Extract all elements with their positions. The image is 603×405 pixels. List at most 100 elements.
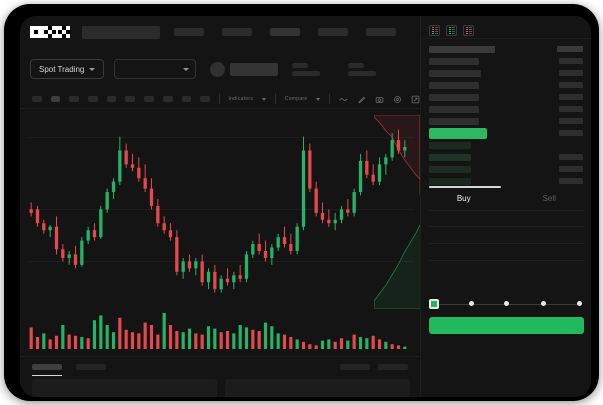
orderbook-ask-row[interactable] xyxy=(429,79,583,91)
timeframe-button[interactable] xyxy=(88,96,98,102)
total-field[interactable] xyxy=(429,244,584,261)
depth-chart-overlay xyxy=(374,115,420,309)
orderbook-both-icon[interactable] xyxy=(429,24,440,36)
toolbar-divider xyxy=(218,94,220,104)
tab-buy[interactable]: Buy xyxy=(456,194,471,203)
ticker-stat xyxy=(292,62,321,76)
timeframe-button[interactable] xyxy=(69,96,80,102)
orderbook-bid-row[interactable] xyxy=(429,139,583,151)
slider-step-dot[interactable] xyxy=(469,301,474,306)
tab-order-history[interactable] xyxy=(76,364,106,370)
ticker-stat xyxy=(348,62,377,76)
timeframe-button[interactable] xyxy=(125,96,136,102)
chevron-down-icon xyxy=(183,67,190,71)
stat-value xyxy=(348,70,377,76)
tab-sell[interactable]: Sell xyxy=(542,194,556,203)
slider-step-dot[interactable] xyxy=(577,301,582,306)
app-header xyxy=(20,16,591,48)
bottom-action-1[interactable] xyxy=(340,364,370,370)
device-bezel: Spot Trading xyxy=(4,4,599,401)
orderbook-ask-row[interactable] xyxy=(429,103,583,115)
chevron-down-icon[interactable] xyxy=(316,97,321,101)
stat-label xyxy=(348,62,365,68)
orders-placeholder-left xyxy=(32,379,217,397)
orders-placeholder-right xyxy=(225,379,410,397)
toolbar-divider xyxy=(275,94,276,104)
chevron-down-icon[interactable] xyxy=(262,97,267,101)
orderbook-bid-row[interactable] xyxy=(429,175,583,187)
last-price xyxy=(230,62,279,76)
gear-icon[interactable] xyxy=(393,94,402,104)
app-screen: Spot Trading xyxy=(20,16,591,397)
timeframe-button[interactable] xyxy=(200,96,210,102)
wave-icon[interactable] xyxy=(339,94,348,104)
pair-avatar xyxy=(210,61,226,77)
stat-label xyxy=(292,62,309,68)
orderbook-ask-row[interactable] xyxy=(429,91,583,103)
main-nav xyxy=(174,28,396,36)
timeframe-button[interactable] xyxy=(162,96,173,102)
candlestick-series xyxy=(29,129,407,293)
orderbook-ask-row[interactable] xyxy=(429,55,583,67)
timeframe-button[interactable] xyxy=(144,96,154,102)
orderbook-asks-icon[interactable] xyxy=(463,24,474,36)
sidebar-item-3[interactable] xyxy=(270,28,300,36)
orderbook-bids-icon[interactable] xyxy=(446,24,457,36)
logo-glyph-o xyxy=(30,26,42,38)
chart-toolbar: Indicators Compare xyxy=(20,90,420,108)
fullscreen-icon[interactable] xyxy=(411,94,420,104)
tab-open-orders[interactable] xyxy=(32,364,62,376)
market-mode-label: Spot Trading xyxy=(39,64,85,74)
slider-step-dot[interactable] xyxy=(504,301,509,306)
orderbook-layout-switcher xyxy=(421,16,591,38)
volume-histogram xyxy=(29,313,407,349)
amount-slider[interactable] xyxy=(429,299,584,309)
logo-glyph-k xyxy=(44,26,56,38)
sidebar-item-2[interactable] xyxy=(222,28,252,36)
okx-logo[interactable] xyxy=(30,26,70,38)
ticker-stats xyxy=(292,62,377,76)
logo-glyph-x xyxy=(58,26,70,38)
amount-field[interactable] xyxy=(429,227,584,244)
orderbook-ask-row[interactable] xyxy=(429,67,583,79)
right-column: Buy Sell xyxy=(420,16,591,397)
sidebar-item-1[interactable] xyxy=(174,28,204,36)
timeframe-button[interactable] xyxy=(106,96,117,102)
search-input[interactable] xyxy=(82,25,160,39)
timeframe-button[interactable] xyxy=(32,96,42,102)
compare-label[interactable]: Compare xyxy=(284,96,308,102)
bottom-action-2[interactable] xyxy=(378,364,408,370)
orderbook[interactable] xyxy=(421,38,591,187)
tab-label xyxy=(76,364,106,370)
orders-tabs xyxy=(20,357,420,376)
grid-line xyxy=(28,137,414,138)
order-form: Buy Sell xyxy=(421,186,591,334)
market-mode-button[interactable]: Spot Trading xyxy=(30,59,105,79)
orderbook-ask-row[interactable] xyxy=(429,115,583,127)
timeframe-button[interactable] xyxy=(181,96,192,102)
grid-line xyxy=(28,209,414,210)
pencil-icon[interactable] xyxy=(357,94,366,104)
sidebar-item-4[interactable] xyxy=(318,28,348,36)
chevron-down-icon xyxy=(89,67,96,71)
buy-sell-tabs: Buy Sell xyxy=(421,188,591,210)
orders-panel xyxy=(20,356,420,397)
pair-selector[interactable] xyxy=(114,59,197,79)
indicators-label[interactable]: Indicators xyxy=(228,96,254,102)
slider-handle[interactable] xyxy=(429,299,439,309)
orderbook-header-row xyxy=(429,43,583,55)
tab-label xyxy=(32,364,62,370)
orderbook-bid-row[interactable] xyxy=(429,151,583,163)
camera-icon[interactable] xyxy=(375,94,384,104)
timeframe-button-active[interactable] xyxy=(50,96,61,102)
submit-buy-button[interactable] xyxy=(429,317,584,334)
orderbook-bid-row[interactable] xyxy=(429,163,583,175)
orders-actions xyxy=(340,364,408,370)
price-field[interactable] xyxy=(429,210,584,227)
price-chart-panel[interactable] xyxy=(20,108,420,356)
toolbar-divider xyxy=(329,94,331,104)
slider-step-dot[interactable] xyxy=(541,301,546,306)
sidebar-item-5[interactable] xyxy=(366,28,396,36)
orderbook-spread-row[interactable] xyxy=(429,127,583,139)
